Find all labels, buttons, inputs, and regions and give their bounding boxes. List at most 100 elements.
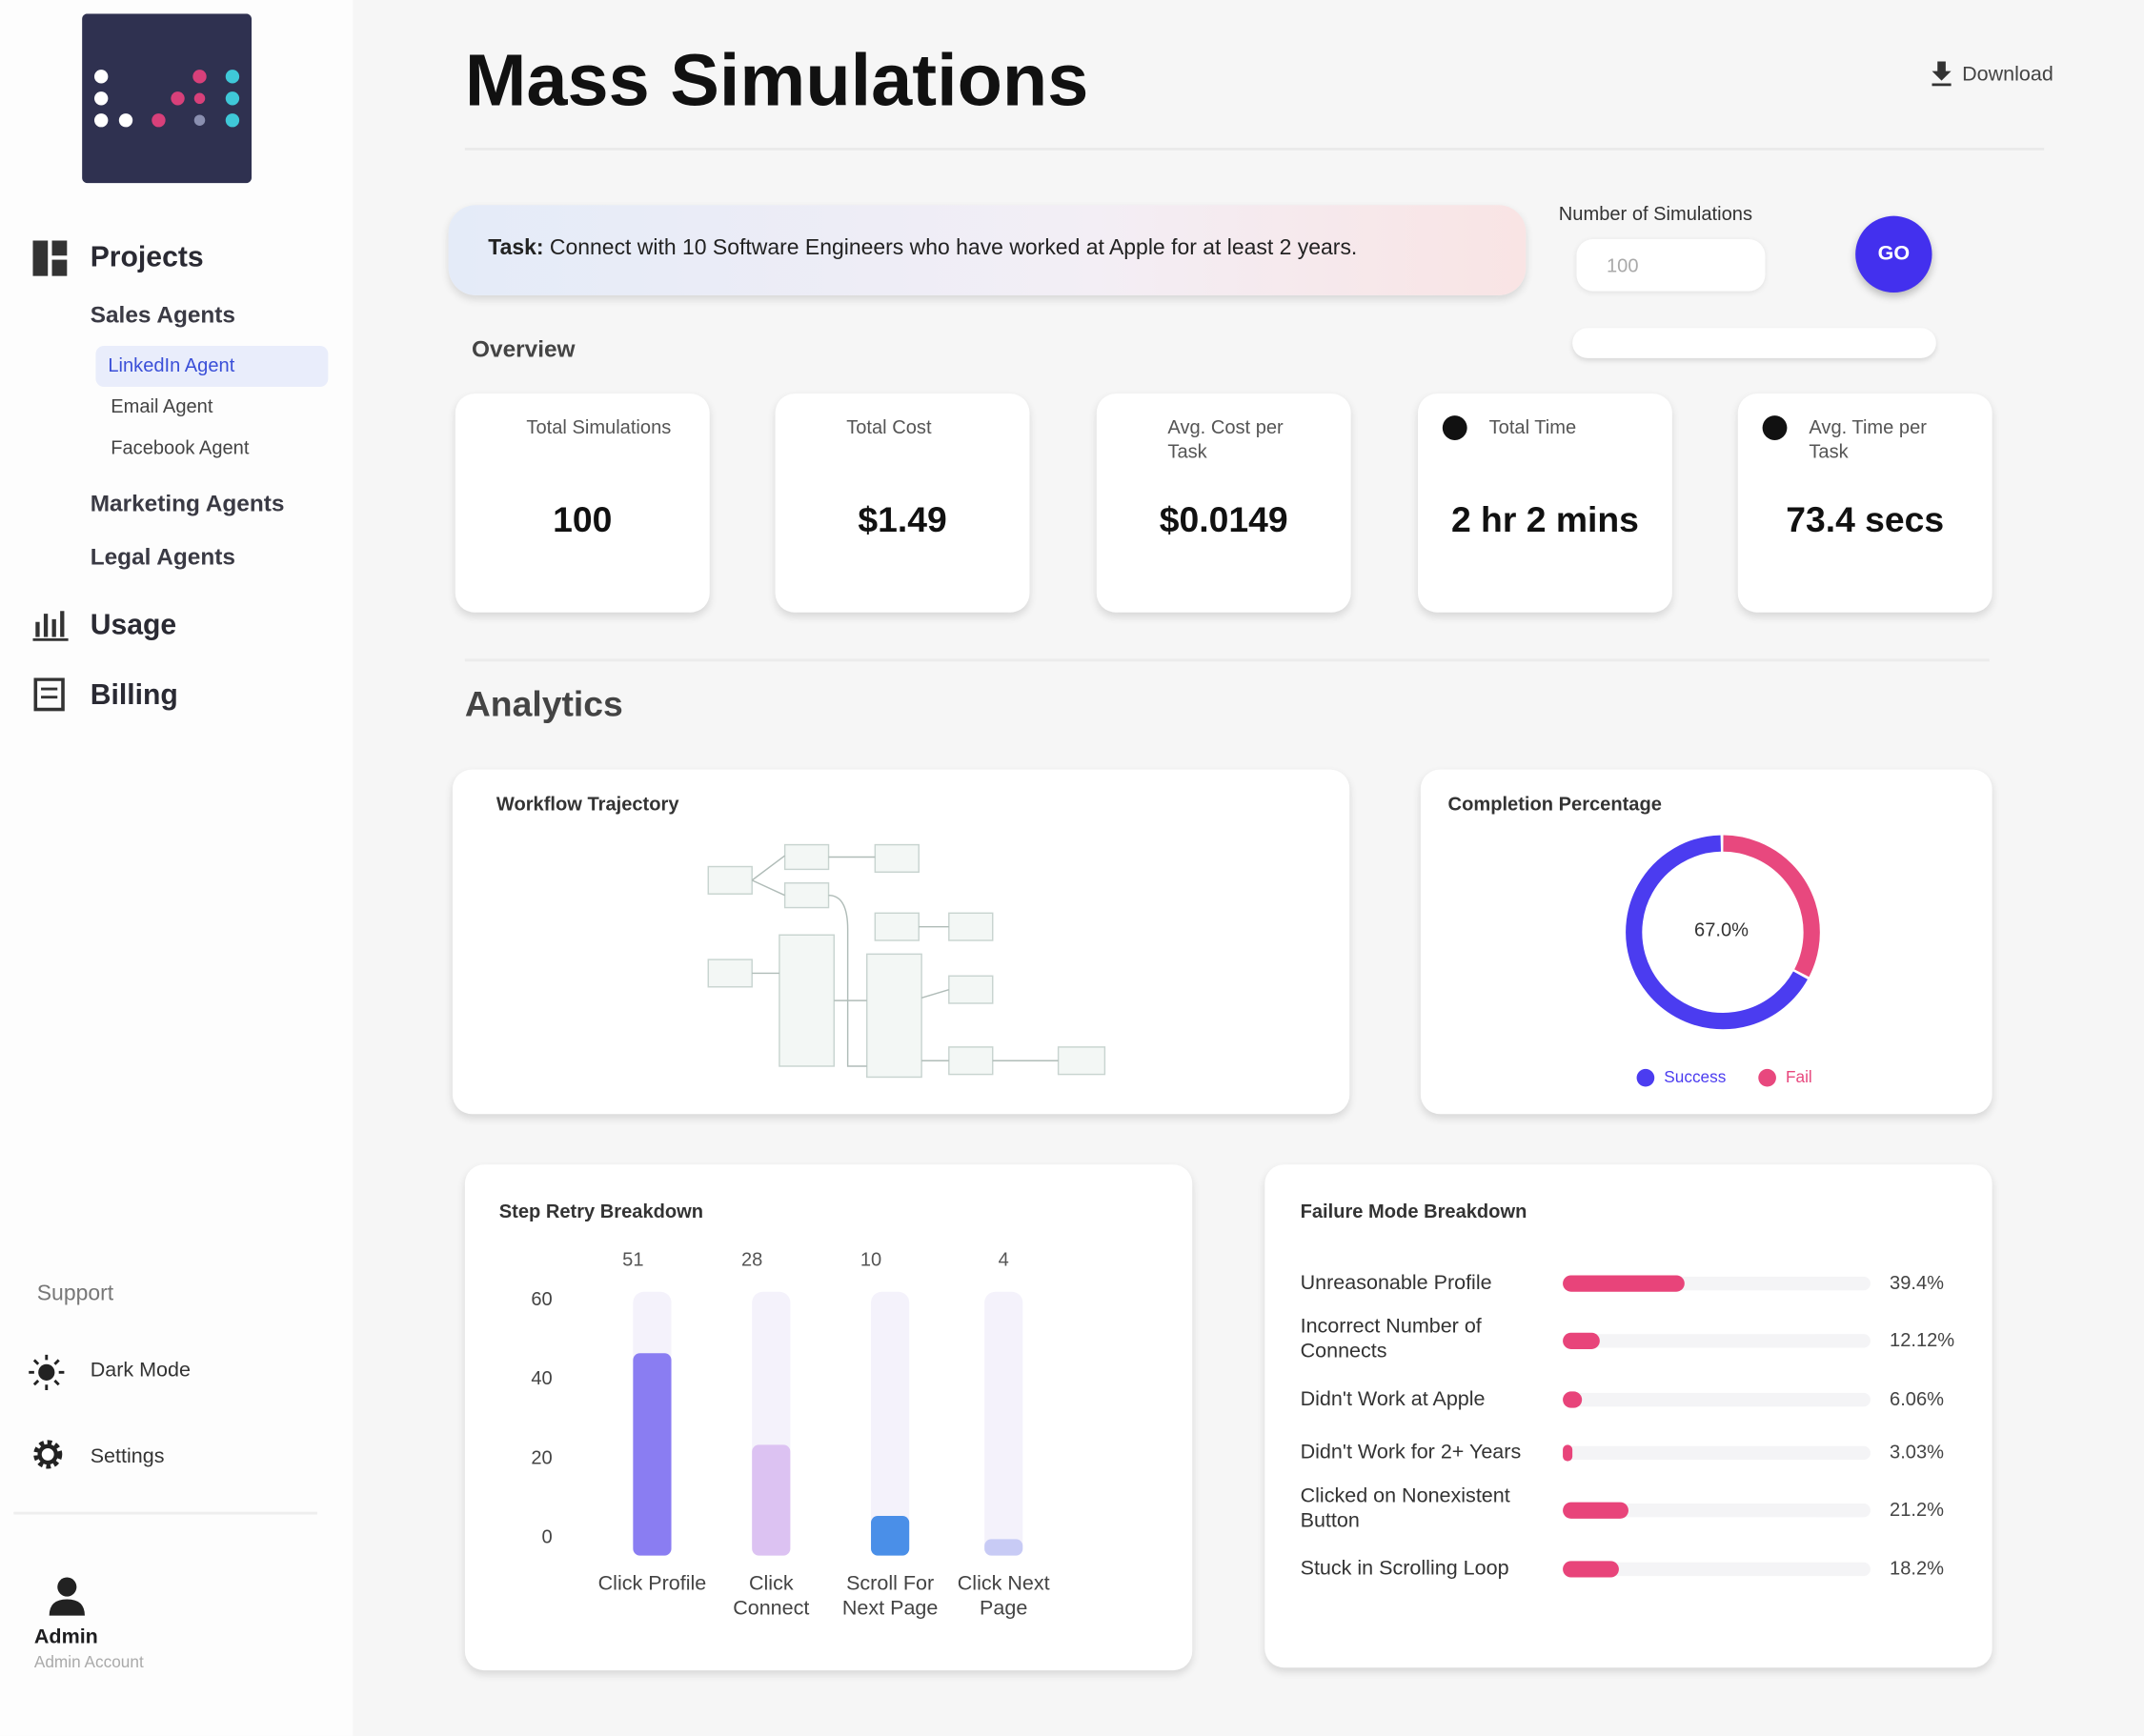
bar-track xyxy=(1563,1445,1871,1461)
value-label: 12.12% xyxy=(1890,1328,1955,1351)
step-retry-card xyxy=(464,1164,1193,1671)
page-title: Mass Simulations xyxy=(464,39,1089,122)
task-bar xyxy=(448,205,1527,295)
x-tick-label: Click Connect xyxy=(733,1571,810,1621)
donut-segment xyxy=(1626,835,1820,1030)
analytics-heading: Analytics xyxy=(464,683,623,725)
task-label: Task: xyxy=(488,236,544,260)
user-name: Admin xyxy=(33,1625,98,1649)
bar xyxy=(1563,1332,1601,1349)
settings-icon xyxy=(33,1440,63,1469)
nav-sales-agents[interactable]: Sales Agents xyxy=(90,302,236,329)
x-tick-label: Click Profile xyxy=(597,1571,707,1596)
bar-track xyxy=(984,1291,1023,1556)
donut-chart xyxy=(1626,835,1820,1030)
simulations-label: Number of Simulations xyxy=(1558,202,1753,225)
x-tick-label: Scroll For Next Page xyxy=(841,1571,939,1621)
y-tick-label: 60 xyxy=(531,1287,553,1310)
row-label: Incorrect Number of Connects xyxy=(1300,1315,1482,1363)
row-label: Stuck in Scrolling Loop xyxy=(1300,1557,1509,1581)
legend-label: Fail xyxy=(1785,1067,1812,1087)
bar xyxy=(1563,1561,1619,1578)
divider xyxy=(464,658,1990,662)
nav-legal-agents[interactable]: Legal Agents xyxy=(90,543,235,571)
donut-center-label: 67.0% xyxy=(1694,918,1750,941)
stat-value: 73.4 secs xyxy=(1786,498,1945,540)
settings-link[interactable]: Settings xyxy=(90,1444,165,1468)
row-label: Clicked on Nonexistent Button xyxy=(1300,1484,1510,1533)
simulations-placeholder: 100 xyxy=(1607,253,1639,276)
legend-dot xyxy=(1758,1068,1776,1087)
value-label: 6.06% xyxy=(1890,1387,1945,1410)
failure-card xyxy=(1264,1164,1992,1668)
bar xyxy=(752,1444,791,1556)
stat-icon xyxy=(1442,415,1467,440)
y-tick-label: 40 xyxy=(531,1366,553,1389)
download-button[interactable]: Download xyxy=(1962,62,2053,87)
bar-track xyxy=(1563,1562,1871,1577)
divider xyxy=(464,147,2045,151)
task-description: Connect with 10 Software Engineers who h… xyxy=(549,236,1358,260)
value-label: 18.2% xyxy=(1890,1557,1945,1579)
nav-agent[interactable]: Email Agent xyxy=(111,394,213,417)
stat-value: 100 xyxy=(553,498,613,540)
bar xyxy=(1563,1275,1685,1292)
nav-marketing-agents[interactable]: Marketing Agents xyxy=(90,491,285,517)
dark-mode-icon xyxy=(29,1354,65,1390)
support-heading: Support xyxy=(36,1282,114,1306)
divider xyxy=(13,1511,317,1515)
go-button[interactable]: GO xyxy=(1855,215,1932,293)
stat-icon xyxy=(480,415,505,440)
bar-track xyxy=(1563,1334,1871,1348)
completion-card xyxy=(1420,769,1992,1115)
bar xyxy=(633,1353,672,1556)
value-label: 4 xyxy=(998,1247,1009,1270)
bar xyxy=(871,1515,910,1556)
value-label: 3.03% xyxy=(1890,1441,1945,1463)
stat-icon xyxy=(1122,415,1146,440)
task-text: Task: Connect with 10 Software Engineers… xyxy=(488,236,1357,261)
stat-card xyxy=(775,394,1030,613)
logo xyxy=(82,13,253,184)
nav-billing[interactable]: Billing xyxy=(90,678,178,711)
nav-usage[interactable]: Usage xyxy=(90,609,177,641)
nav-agent[interactable]: Facebook Agent xyxy=(111,435,250,458)
bar-track xyxy=(871,1291,910,1556)
simulations-input[interactable] xyxy=(1576,239,1766,292)
completion-title: Completion Percentage xyxy=(1447,793,1662,816)
dark-mode-toggle[interactable]: Dark Mode xyxy=(90,1358,191,1383)
stat-label: Total Simulations xyxy=(526,415,672,438)
y-tick-label: 20 xyxy=(531,1445,553,1468)
stat-value: $1.49 xyxy=(858,498,947,540)
user-icon xyxy=(49,1577,85,1616)
stat-value: $0.0149 xyxy=(1159,498,1288,540)
row-label: Unreasonable Profile xyxy=(1300,1271,1492,1295)
billing-icon xyxy=(33,677,65,712)
step-retry-title: Step Retry Breakdown xyxy=(498,1200,704,1222)
stat-label: Total Time xyxy=(1488,415,1577,438)
y-tick-label: 0 xyxy=(541,1525,553,1547)
stat-label: Avg. Cost per Task xyxy=(1167,415,1284,462)
value-label: 51 xyxy=(622,1247,644,1270)
overview-heading: Overview xyxy=(472,335,576,363)
nav-agent[interactable]: LinkedIn Agent xyxy=(108,353,235,376)
value-label: 39.4% xyxy=(1890,1271,1945,1294)
download-icon xyxy=(1932,61,1952,87)
x-tick-label: Click Next Page xyxy=(957,1571,1050,1621)
legend-label: Success xyxy=(1664,1067,1727,1087)
row-label: Didn't Work at Apple xyxy=(1300,1387,1486,1411)
usage-icon xyxy=(32,611,69,641)
workflow-diagram xyxy=(707,843,1106,1079)
stat-card xyxy=(455,394,710,613)
row-label: Didn't Work for 2+ Years xyxy=(1300,1441,1522,1464)
nav-projects[interactable]: Projects xyxy=(90,241,204,273)
projects-icon xyxy=(32,240,68,276)
value-label: 10 xyxy=(860,1247,882,1270)
value-label: 21.2% xyxy=(1890,1498,1945,1521)
stat-label: Total Cost xyxy=(846,415,932,438)
nav-active-bg xyxy=(95,345,329,387)
user-role: Admin Account xyxy=(33,1652,144,1672)
bar xyxy=(984,1539,1023,1556)
stat-value: 2 hr 2 mins xyxy=(1450,498,1639,540)
